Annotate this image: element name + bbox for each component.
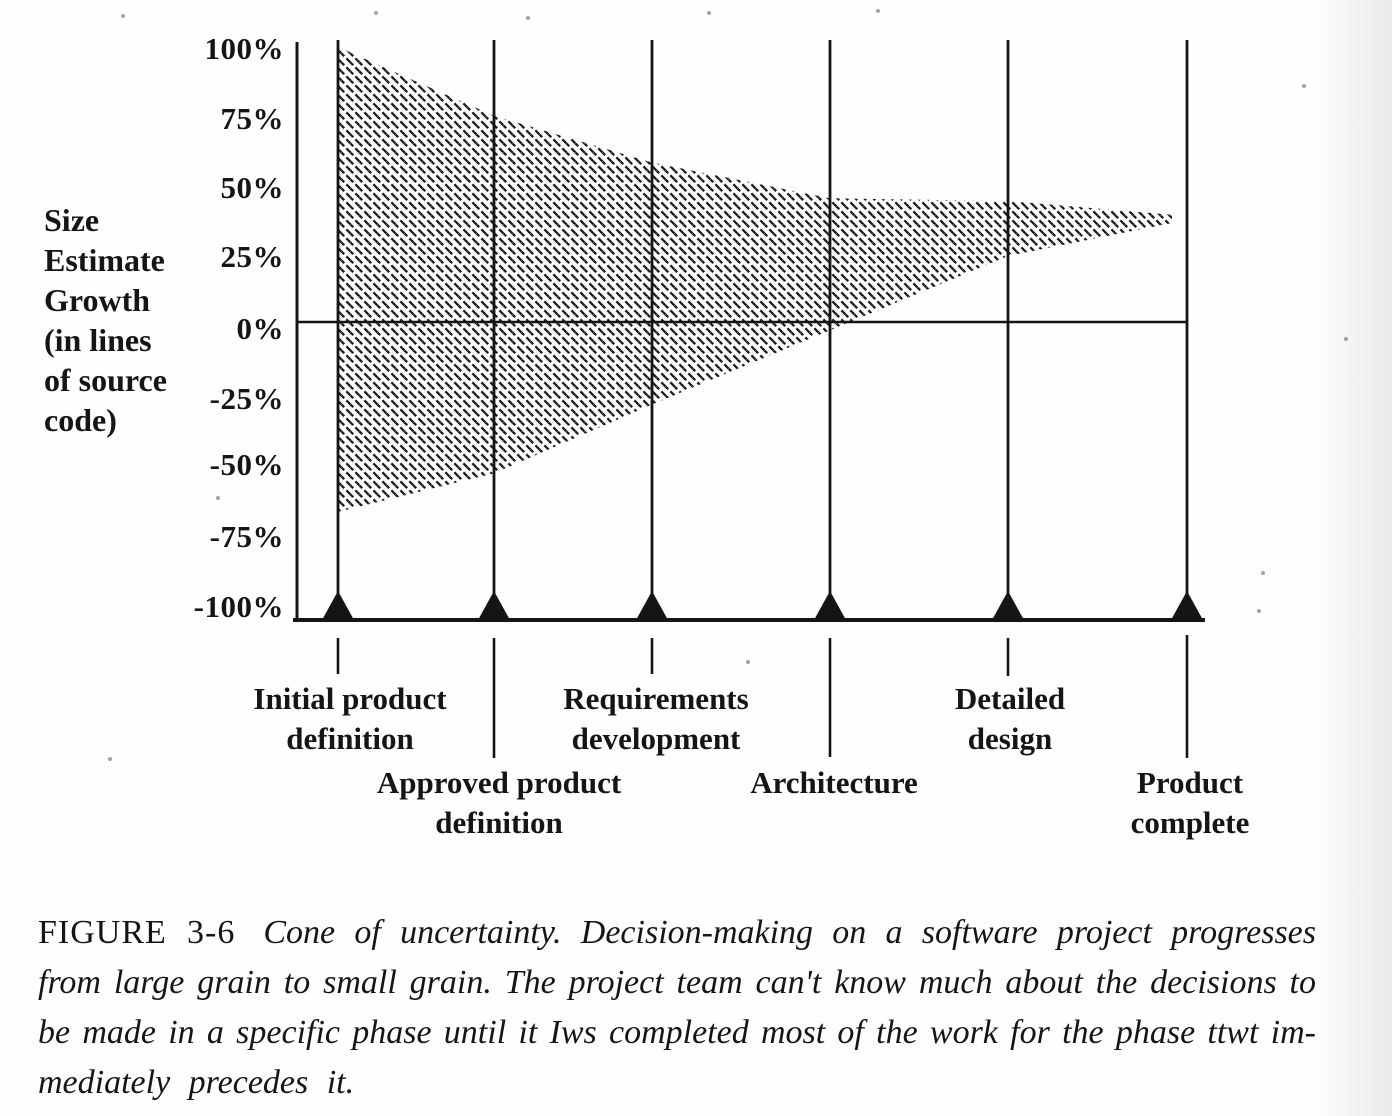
scan-speck — [746, 660, 750, 664]
cone-of-uncertainty-chart — [293, 40, 1205, 758]
y-axis-title-line: Estimate — [44, 242, 165, 278]
scan-speck — [1344, 337, 1348, 341]
y-axis-title-line: (in lines — [44, 322, 152, 358]
milestone-lines — [336, 40, 1189, 620]
milestone-label-requirements-development: Requirements development — [563, 681, 749, 756]
scan-speck — [1302, 84, 1306, 88]
y-tick-label: 25% — [220, 239, 284, 274]
milestone-label-approved-product-definition: Approved product definition — [376, 765, 622, 840]
scan-speck — [121, 14, 125, 18]
milestone-label-product-complete: Product complete — [1130, 765, 1250, 840]
uncertainty-cone-area — [338, 47, 1172, 512]
y-axis-title-line: code) — [44, 402, 117, 438]
y-axis-title-line: Growth — [44, 282, 151, 318]
scan-speck — [216, 496, 220, 500]
milestone-label-detailed-design: Detailed design — [954, 681, 1066, 756]
milestone-label-initial-product-definition: Initial product definition — [253, 681, 447, 756]
y-tick-label: 0% — [236, 311, 284, 346]
caption-line-1: FIGURE 3-6 Cone of uncertainty. Decision-… — [38, 908, 1316, 958]
y-tick-label: 100% — [204, 31, 284, 66]
y-axis-title-line: Size — [44, 202, 100, 238]
scan-speck — [1257, 609, 1261, 613]
y-tick-label: -100% — [193, 589, 284, 624]
figure-caption: FIGURE 3-6 Cone of uncertainty. Decision-… — [38, 908, 1316, 1108]
scan-speck — [526, 16, 530, 20]
scan-speck — [707, 11, 711, 15]
y-axis-title-line: of source — [44, 362, 167, 398]
milestone-triangle-icon — [322, 591, 354, 620]
caption-text: Cone of uncertainty. Decision-making on … — [263, 914, 1316, 951]
scan-speck — [1261, 571, 1265, 575]
figure-number: FIGURE 3-6 — [38, 914, 236, 951]
y-tick-label: 50% — [220, 170, 284, 205]
scan-speck — [374, 11, 378, 15]
caption-line-2: from large grain to small grain. The pro… — [38, 964, 1316, 1001]
caption-line-4: mediately precedes it. — [38, 1064, 355, 1101]
y-axis-title: Size Estimate Growth (in lines of source… — [44, 200, 214, 440]
scan-speck — [108, 757, 112, 761]
page-edge-shading — [1314, 0, 1392, 1116]
y-tick-label: -75% — [209, 519, 284, 554]
milestone-markers — [322, 591, 1203, 620]
y-tick-label: -50% — [209, 447, 284, 482]
milestone-triangle-icon — [1171, 591, 1203, 620]
milestone-label-architecture: Architecture — [750, 765, 918, 800]
caption-line-3: be made in a specific phase until it Iws… — [38, 1014, 1316, 1051]
scan-speck — [876, 9, 880, 13]
milestone-triangle-icon — [478, 591, 510, 620]
milestone-triangle-icon — [814, 591, 846, 620]
y-tick-label: -25% — [209, 381, 284, 416]
milestone-triangle-icon — [992, 591, 1024, 620]
y-tick-label: 75% — [220, 101, 284, 136]
milestone-leader-ticks — [336, 635, 1189, 758]
milestone-triangle-icon — [636, 591, 668, 620]
